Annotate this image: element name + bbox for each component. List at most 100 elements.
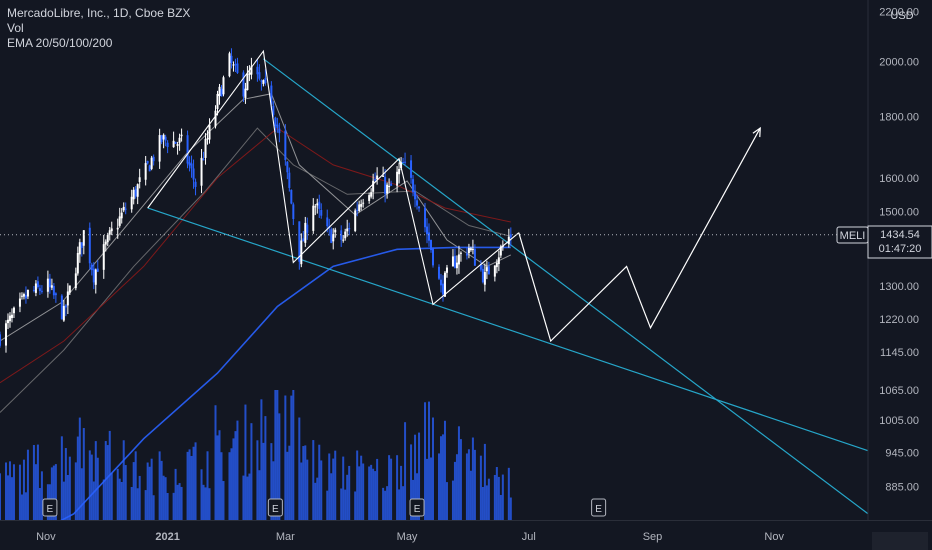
candle-body bbox=[106, 234, 109, 243]
candle-body bbox=[368, 195, 371, 201]
candle-body bbox=[332, 234, 335, 242]
volume-bar bbox=[318, 444, 321, 520]
time-tick-label: Nov bbox=[36, 531, 56, 543]
candle-body bbox=[160, 135, 163, 142]
volume-bar bbox=[250, 423, 253, 520]
volume-bar bbox=[82, 428, 85, 520]
price-tick-label: 2000.00 bbox=[879, 56, 919, 68]
pattern-zigzag[interactable] bbox=[147, 49, 520, 306]
earnings-marker-box bbox=[267, 498, 283, 517]
candle-body bbox=[186, 135, 189, 164]
candle-body bbox=[6, 319, 9, 324]
volume-bar bbox=[346, 474, 349, 520]
candle-body bbox=[144, 163, 147, 180]
candle-body bbox=[360, 204, 363, 207]
volume-bar bbox=[334, 450, 337, 520]
volume-bar bbox=[90, 454, 93, 520]
candle-body bbox=[404, 161, 407, 163]
volume-bar bbox=[94, 441, 97, 520]
candle-body bbox=[398, 169, 401, 175]
current-price-tag[interactable]: MELI 1434.54 01:47:20 bbox=[836, 225, 932, 259]
chart-settings-button[interactable] bbox=[872, 532, 928, 550]
price-tag-box bbox=[867, 225, 932, 259]
volume-bar bbox=[328, 453, 331, 520]
chart-legend: MercadoLibre, Inc., 1D, Cboe BZX Vol EMA… bbox=[7, 6, 190, 51]
volume-bar bbox=[410, 444, 413, 520]
candle-body bbox=[441, 283, 444, 295]
candle-body bbox=[52, 286, 55, 296]
candle-body bbox=[455, 262, 458, 269]
trendlines[interactable] bbox=[147, 58, 869, 515]
volume-bar bbox=[80, 468, 83, 520]
projection-path[interactable] bbox=[518, 127, 761, 343]
earnings-marker-box bbox=[42, 498, 58, 517]
volume-bar bbox=[116, 468, 119, 520]
time-tick-label: Nov bbox=[764, 531, 784, 543]
volume-bar bbox=[441, 434, 444, 520]
candle-body bbox=[340, 230, 343, 240]
volume-bar bbox=[312, 440, 315, 520]
volume-bar bbox=[22, 459, 25, 520]
candle-body bbox=[388, 185, 391, 187]
candle-body bbox=[164, 136, 167, 141]
candle-body bbox=[10, 314, 13, 318]
chart-settings-box bbox=[872, 532, 928, 550]
earnings-marker-label: E bbox=[47, 504, 54, 515]
candle-body bbox=[236, 63, 239, 74]
volume-bar bbox=[382, 487, 385, 520]
volume-bar bbox=[288, 445, 291, 520]
candle-body bbox=[469, 248, 472, 251]
candle-body bbox=[146, 161, 149, 164]
legend-ema: EMA 20/50/100/200 bbox=[7, 36, 113, 50]
price-tick-label: 1300.00 bbox=[879, 281, 919, 293]
volume-bar bbox=[68, 456, 71, 520]
candle-body bbox=[46, 278, 49, 292]
candle-body bbox=[60, 295, 63, 320]
earnings-marker-label: E bbox=[272, 504, 279, 515]
candle-body bbox=[258, 72, 261, 79]
trendline-lower-wedge[interactable] bbox=[147, 207, 869, 452]
earnings-marker[interactable]: E bbox=[42, 498, 58, 517]
earnings-marker[interactable]: E bbox=[409, 498, 425, 517]
candle-body bbox=[270, 85, 273, 105]
time-axis-panel[interactable] bbox=[0, 521, 868, 550]
candle-body bbox=[290, 189, 293, 204]
candle-body bbox=[158, 135, 161, 162]
candle-body bbox=[451, 256, 454, 267]
candle-body bbox=[445, 267, 448, 273]
price-axis-panel[interactable] bbox=[868, 0, 932, 520]
candle-body bbox=[150, 157, 153, 169]
volume-bar bbox=[194, 442, 197, 520]
volume-bar bbox=[430, 457, 433, 520]
candle-body bbox=[284, 130, 287, 160]
volume-bar bbox=[278, 413, 281, 520]
volume-bar bbox=[164, 477, 167, 520]
volume-bar bbox=[38, 487, 41, 520]
candle-body bbox=[354, 210, 357, 232]
volume-bar bbox=[390, 458, 393, 520]
volume-bar bbox=[202, 484, 205, 520]
candle-body bbox=[384, 176, 387, 194]
candle-body bbox=[136, 184, 139, 197]
volume-bar bbox=[396, 455, 399, 520]
candle-body bbox=[244, 88, 247, 98]
candle-body bbox=[493, 265, 496, 277]
volume-bar bbox=[88, 450, 91, 520]
volume-bar bbox=[426, 458, 429, 520]
trendline-upper-wedge[interactable] bbox=[263, 58, 869, 515]
candle-body bbox=[148, 165, 151, 172]
volume-bar bbox=[52, 465, 55, 520]
wedge-pattern-drawing[interactable] bbox=[147, 49, 761, 343]
volume-bar bbox=[332, 458, 335, 520]
volume-bar bbox=[24, 492, 27, 520]
earnings-marker[interactable]: E bbox=[591, 498, 607, 517]
candle-body bbox=[314, 206, 317, 208]
candle-body bbox=[471, 248, 474, 250]
volume-bar bbox=[416, 473, 419, 520]
volume-bar bbox=[445, 482, 448, 520]
earnings-marker[interactable]: E bbox=[267, 498, 283, 517]
candle-body bbox=[202, 159, 205, 161]
candle-body bbox=[48, 278, 51, 288]
